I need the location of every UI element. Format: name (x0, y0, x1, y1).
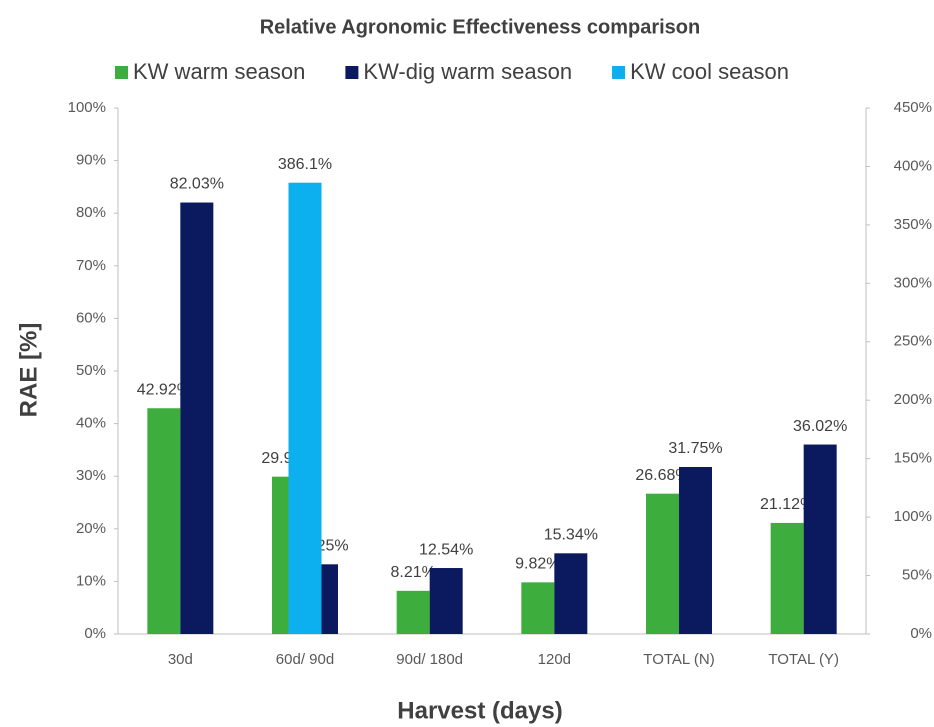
legend-label: KW cool season (630, 59, 789, 84)
legend-label: KW warm season (133, 59, 305, 84)
data-label: 26.68% (635, 467, 689, 484)
y-tick-label: 10% (76, 572, 106, 589)
bar (803, 444, 837, 634)
x-tick-label: 60d/ 90d (276, 651, 334, 668)
y2-tick-label: 450% (894, 99, 932, 116)
bar (521, 582, 555, 634)
y2-tick-label: 200% (894, 391, 932, 408)
data-label: 12.54% (419, 541, 473, 558)
y2-tick-label: 150% (894, 450, 932, 467)
x-tick-label: TOTAL (N) (643, 651, 714, 668)
data-label: 8.21% (390, 564, 435, 581)
y2-tick-label: 300% (894, 274, 932, 291)
data-label: 42.92% (137, 381, 191, 398)
bar (770, 522, 804, 634)
y-axis-title: RAE [%] (15, 323, 42, 418)
y-tick-label: 40% (76, 415, 106, 432)
y-tick-label: 20% (76, 520, 106, 537)
bar (646, 493, 679, 634)
legend-swatch (345, 66, 359, 79)
bar (429, 568, 463, 634)
y-tick-label: 100% (68, 99, 106, 116)
x-tick-label: TOTAL (Y) (768, 651, 839, 668)
y2-tick-label: 0% (910, 625, 932, 642)
data-label: 386.1% (278, 156, 332, 173)
y-tick-label: 80% (76, 204, 106, 221)
chart-title: Relative Agronomic Effectiveness compari… (260, 16, 701, 38)
bar (679, 466, 712, 634)
bar (396, 590, 430, 634)
bar (180, 202, 214, 634)
legend-label: KW-dig warm season (363, 59, 572, 84)
y2-tick-label: 350% (894, 216, 932, 233)
legend-swatch (115, 66, 128, 79)
y2-tick-label: 100% (894, 508, 932, 525)
data-label: 15.34% (544, 527, 598, 544)
data-label: 9.82% (515, 556, 560, 573)
x-tick-label: 120d (538, 651, 571, 668)
bar (288, 182, 322, 634)
bar (147, 408, 181, 634)
legend-swatch (612, 66, 626, 79)
data-label: 82.03% (170, 176, 224, 193)
y-tick-label: 30% (76, 467, 106, 484)
y-tick-label: 90% (76, 152, 106, 169)
y-tick-label: 50% (76, 362, 106, 379)
y2-tick-label: 400% (894, 157, 932, 174)
y2-tick-label: 50% (902, 567, 932, 584)
y-tick-label: 60% (76, 309, 106, 326)
bar (554, 553, 588, 634)
data-label: 31.75% (668, 440, 722, 457)
x-axis-title: Harvest (days) (397, 697, 562, 724)
data-label: 36.02% (793, 418, 847, 435)
y-tick-label: 0% (84, 625, 106, 642)
data-label: 21.12% (760, 496, 814, 513)
x-tick-label: 30d (168, 651, 193, 668)
x-tick-label: 90d/ 180d (396, 651, 463, 668)
y-tick-label: 70% (76, 257, 106, 274)
y2-tick-label: 250% (894, 333, 932, 350)
